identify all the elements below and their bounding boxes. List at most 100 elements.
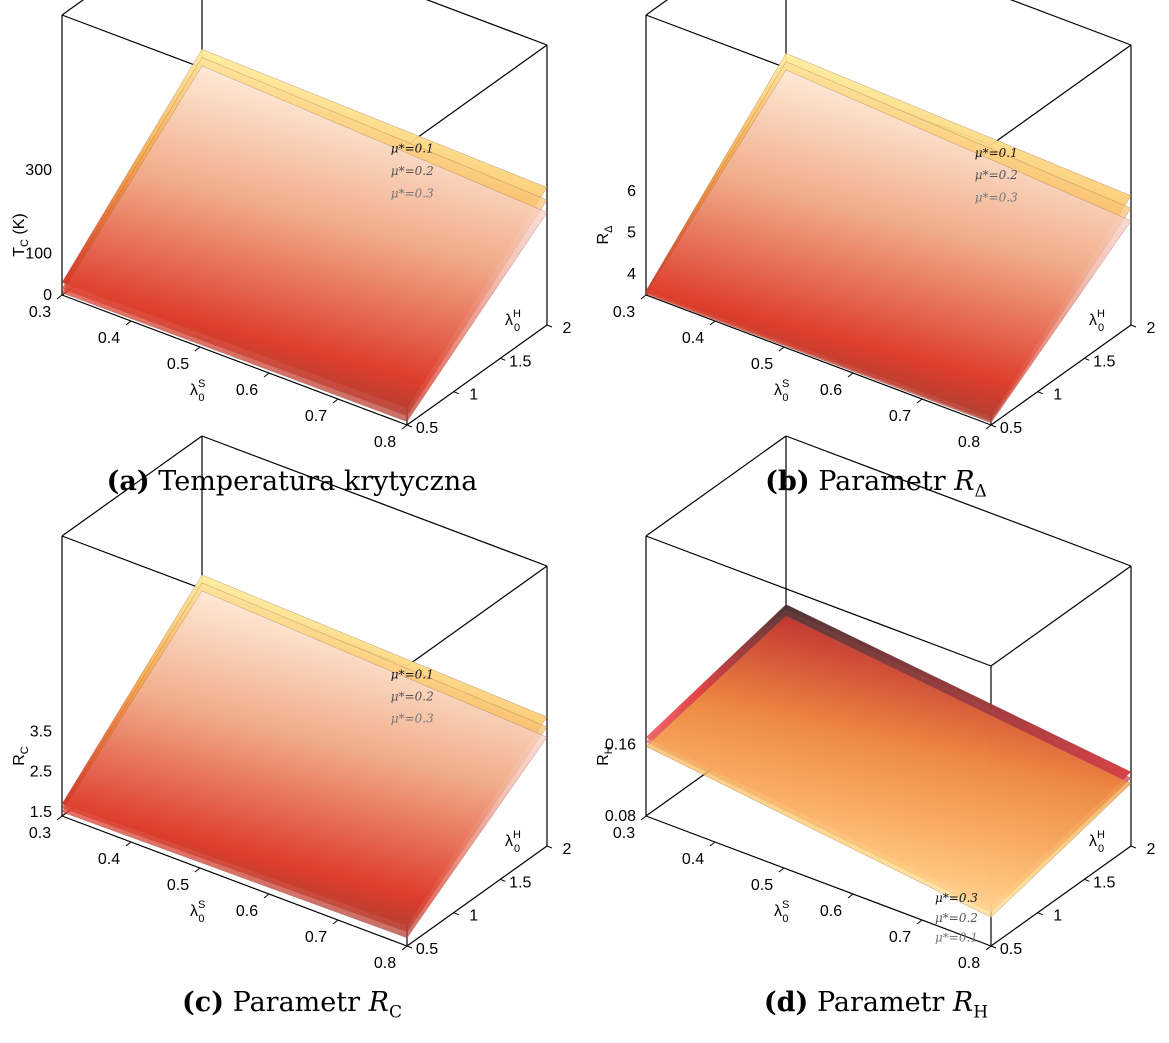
y-tick-label: 2 bbox=[1147, 320, 1156, 337]
y-axis-label: λH 0 bbox=[505, 308, 521, 334]
x-tick-label: 0.5 bbox=[751, 877, 773, 894]
y-tick-mark bbox=[1037, 912, 1043, 916]
y-tick-mark bbox=[1037, 391, 1043, 395]
x-tick-label: 0.7 bbox=[305, 408, 327, 425]
x-axis-sup: S bbox=[198, 899, 205, 911]
panel-c: μ*=0.1 μ*=0.2 μ*=0.3 0.3 0.4 0.5 0.6 0.7 0.8 0.5 1… bbox=[0, 435, 584, 1042]
x-axis-sub: 0 bbox=[782, 913, 788, 925]
y-tick-mark bbox=[1130, 845, 1137, 849]
series-label: μ*=0.2 bbox=[935, 911, 978, 925]
x-tick-mark bbox=[332, 398, 339, 404]
box-edge bbox=[201, 435, 548, 567]
z-axis-symbol: R bbox=[595, 233, 612, 245]
x-axis-symbol: λ bbox=[774, 903, 782, 920]
x-tick-mark bbox=[401, 424, 408, 430]
y-axis-symbol: λ bbox=[1089, 312, 1097, 329]
box-edge bbox=[425, 0, 548, 46]
x-axis-sup: S bbox=[782, 378, 789, 390]
y-tick-label: 2 bbox=[1147, 841, 1156, 858]
y-tick-label: 0.5 bbox=[1000, 941, 1022, 958]
x-tick-label: 0.5 bbox=[167, 356, 189, 373]
x-tick-mark bbox=[985, 945, 992, 951]
box-edge bbox=[1009, 0, 1132, 46]
z-tick-label: 6 bbox=[627, 183, 636, 200]
x-tick-mark bbox=[125, 320, 132, 326]
z-tick-label: 3.5 bbox=[30, 723, 52, 740]
caption-c: (c) Parametr RC bbox=[0, 987, 584, 1022]
y-tick-mark bbox=[406, 424, 413, 428]
y-tick-label: 0.5 bbox=[1000, 420, 1022, 437]
caption-b: (b) Parametr RΔ bbox=[584, 466, 1168, 501]
z-tick-label: 1.5 bbox=[30, 804, 52, 821]
caption-tag: (a) bbox=[106, 466, 150, 497]
x-axis-symbol: λ bbox=[190, 382, 198, 399]
y-axis-symbol: λ bbox=[505, 833, 513, 850]
series-label: μ*=0.1 bbox=[391, 667, 434, 681]
y-tick-label: 0.5 bbox=[416, 941, 438, 958]
y-tick-mark bbox=[1130, 324, 1137, 328]
box-edge bbox=[406, 565, 548, 667]
caption-text: Parametr bbox=[816, 987, 953, 1018]
y-tick-label: 2 bbox=[563, 841, 572, 858]
x-axis-sup: S bbox=[198, 378, 205, 390]
panel-a: μ*=0.1 μ*=0.2 μ*=0.3 0.3 0.4 0.5 0.6 0.7 0.8 0.5 1… bbox=[0, 0, 584, 521]
z-tick-label: 2.5 bbox=[30, 764, 52, 781]
z-tick-label: 5 bbox=[627, 225, 636, 242]
y-tick-mark bbox=[546, 845, 553, 849]
z-axis-label: TC (K) bbox=[11, 213, 31, 257]
box-edge bbox=[645, 815, 992, 947]
x-axis-sub: 0 bbox=[782, 392, 788, 404]
caption-symbol: R bbox=[368, 987, 389, 1018]
x-tick-label: 0.5 bbox=[751, 356, 773, 373]
x-tick-label: 0.6 bbox=[236, 903, 258, 920]
y-tick-label: 1.5 bbox=[509, 874, 531, 891]
y-axis-label: λH 0 bbox=[505, 829, 521, 855]
box-edge bbox=[61, 294, 408, 426]
z-tick-label: 0.16 bbox=[605, 737, 636, 754]
y-tick-label: 1 bbox=[1053, 387, 1062, 404]
box-edge bbox=[61, 815, 408, 947]
series-label: μ*=0.2 bbox=[975, 168, 1018, 182]
surface-plot-b: μ*=0.1 μ*=0.2 μ*=0.3 0.3 0.4 0.5 0.6 0.7 0.8 0.5 1… bbox=[595, 0, 1156, 451]
caption-a: (a) Temperatura krytyczna bbox=[0, 466, 584, 497]
surface-3 bbox=[645, 615, 1132, 918]
x-tick-mark bbox=[401, 945, 408, 951]
z-axis-sub: H bbox=[603, 746, 615, 754]
caption-subscript: H bbox=[973, 1002, 989, 1023]
x-tick-label: 0.7 bbox=[305, 929, 327, 946]
y-axis-sup: H bbox=[1097, 829, 1105, 841]
y-tick-label: 1.5 bbox=[1093, 353, 1115, 370]
surface-plot-c: μ*=0.1 μ*=0.2 μ*=0.3 0.3 0.4 0.5 0.6 0.7 0.8 0.5 1… bbox=[11, 435, 572, 972]
x-tick-label: 0.5 bbox=[167, 877, 189, 894]
x-axis-label: λS 0 bbox=[774, 378, 789, 404]
x-tick-label: 0.3 bbox=[613, 825, 635, 842]
x-tick-label: 0.6 bbox=[236, 382, 258, 399]
x-tick-mark bbox=[56, 294, 63, 300]
surface-plot-d: μ*=0.3 μ*=0.2 μ*=0.1 0.3 0.4 0.5 0.6 0.7 0.8 0.5 1… bbox=[595, 435, 1156, 972]
z-tick-label: 100 bbox=[25, 245, 52, 262]
y-tick-mark bbox=[453, 391, 459, 395]
x-tick-mark bbox=[709, 320, 716, 326]
z-tick-label: 0.08 bbox=[605, 808, 636, 825]
z-axis-label: RΔ bbox=[595, 225, 615, 245]
surface-3 bbox=[61, 65, 548, 423]
y-tick-label: 1.5 bbox=[509, 353, 531, 370]
x-axis-label: λS 0 bbox=[190, 899, 205, 925]
x-axis-sup: S bbox=[782, 899, 789, 911]
x-tick-label: 0.3 bbox=[613, 304, 635, 321]
surface-plot-a: μ*=0.1 μ*=0.2 μ*=0.3 0.3 0.4 0.5 0.6 0.7 0.8 0.5 1… bbox=[11, 0, 572, 451]
x-tick-label: 0.4 bbox=[98, 851, 120, 868]
box-edge bbox=[61, 0, 85, 16]
x-tick-mark bbox=[709, 841, 716, 847]
x-axis-label: λS 0 bbox=[774, 899, 789, 925]
x-tick-label: 0.4 bbox=[98, 330, 120, 347]
x-tick-label: 0.8 bbox=[958, 434, 980, 451]
box-edge bbox=[990, 565, 1132, 667]
y-tick-label: 2 bbox=[563, 320, 572, 337]
caption-symbol: R bbox=[954, 466, 975, 497]
series-label: μ*=0.3 bbox=[391, 712, 434, 726]
y-axis-symbol: λ bbox=[505, 312, 513, 329]
box-edge bbox=[645, 294, 992, 426]
x-tick-label: 0.4 bbox=[682, 851, 704, 868]
